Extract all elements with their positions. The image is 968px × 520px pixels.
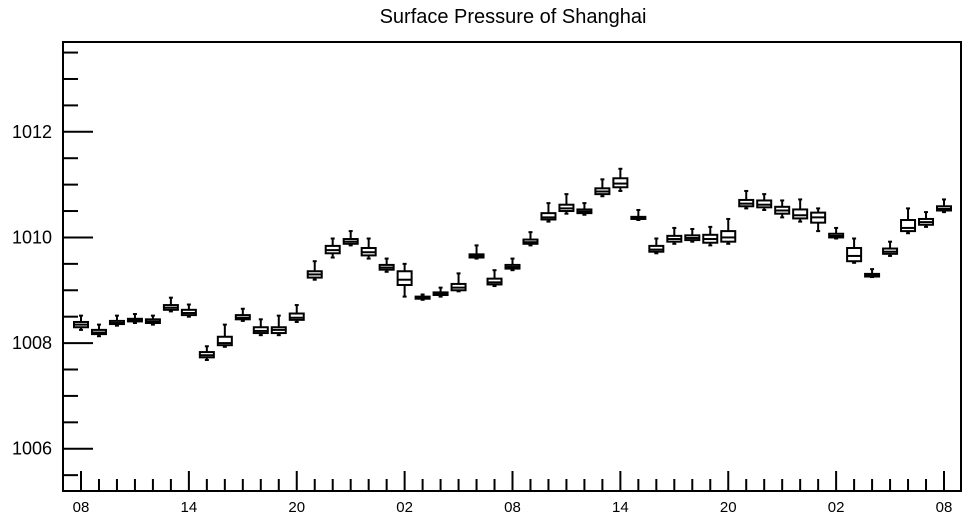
box-item [73,314,89,331]
x-tick-label: 08 [936,499,953,516]
box-item [612,167,629,192]
x-tick-label: 08 [504,499,521,516]
x-tick-label: 14 [181,499,198,516]
box-item [468,244,485,260]
box-item [810,207,827,233]
x-tick-label: 14 [612,499,629,516]
box-body [792,208,809,220]
box-item [738,189,755,210]
box-item [486,269,503,288]
box-body [216,335,233,347]
box-item [558,193,575,215]
box-item [774,199,791,219]
box-item [630,208,647,222]
box-body [720,230,737,243]
box-item [594,178,611,198]
box-item [288,304,305,323]
box-item [648,237,665,255]
box-item [702,225,719,247]
box-item [882,240,899,257]
box-item [252,318,269,337]
box-item [432,286,449,298]
box-item [360,237,377,260]
chart-title: Surface Pressure of Shanghai [380,6,647,28]
box-item [414,293,431,301]
box-item [684,227,701,243]
box-item [324,237,341,259]
y-axis: 1006 1008 1010 1012 [12,51,93,477]
x-tick-label: 08 [73,499,90,516]
x-tick-label: 20 [720,499,737,516]
box-item [342,230,359,247]
box-body [540,212,557,221]
box-item [450,272,467,293]
box-item [540,202,557,223]
box-body [900,219,917,233]
box-item [108,314,125,327]
y-tick-label: 1010 [12,227,52,247]
box-item [270,314,287,337]
box-item [396,262,413,298]
box-item [576,202,593,216]
box-item [90,323,107,338]
box-item [198,345,215,361]
box-item [306,260,323,281]
box-body [846,247,863,263]
box-item [936,198,952,214]
box-body [396,270,413,286]
box-item [720,217,737,245]
box-item [828,226,845,240]
x-tick-label: 20 [288,499,305,516]
box-series [73,167,952,361]
box-item [522,231,539,247]
box-item [900,207,917,235]
box-item [846,237,863,264]
x-tick-label: 02 [396,499,413,516]
box-item [126,313,143,325]
y-tick-label: 1006 [12,439,52,459]
box-item [504,257,521,272]
box-item [378,257,395,273]
x-axis: 08 14 20 02 08 14 20 02 08 [73,471,953,516]
box-item [792,198,809,223]
box-item [144,314,161,326]
box-body [288,312,305,321]
y-tick-label: 1012 [12,122,52,142]
box-item [864,268,881,279]
box-item [918,211,935,228]
box-item [216,323,233,348]
x-tick-label: 02 [828,499,845,516]
box-item [234,307,251,322]
y-tick-label: 1008 [12,333,52,353]
box-item [756,193,773,211]
box-item [666,226,683,245]
box-item [180,303,197,318]
box-item [162,296,179,313]
